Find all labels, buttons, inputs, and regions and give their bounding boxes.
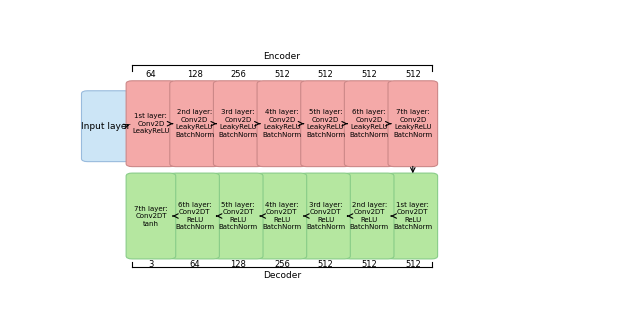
Text: 3rd layer:
Conv2DT
ReLU
BatchNorm: 3rd layer: Conv2DT ReLU BatchNorm [306, 202, 345, 230]
FancyBboxPatch shape [257, 81, 307, 167]
Text: 4th layer:
Conv2DT
ReLU
BatchNorm: 4th layer: Conv2DT ReLU BatchNorm [262, 202, 301, 230]
Text: 512: 512 [362, 70, 377, 79]
Text: 64: 64 [146, 70, 156, 79]
Text: 512: 512 [362, 260, 377, 270]
FancyBboxPatch shape [81, 91, 131, 162]
Text: 2nd layer:
Conv2D
LeakyReLU
BatchNorm: 2nd layer: Conv2D LeakyReLU BatchNorm [175, 110, 214, 138]
Text: 64: 64 [189, 260, 200, 270]
FancyBboxPatch shape [257, 173, 307, 259]
Text: 1st layer:
Conv2DT
ReLU
BatchNorm: 1st layer: Conv2DT ReLU BatchNorm [393, 202, 433, 230]
Text: Encoder: Encoder [264, 52, 300, 61]
FancyBboxPatch shape [126, 81, 176, 167]
FancyBboxPatch shape [170, 173, 220, 259]
Text: Input layer: Input layer [81, 122, 131, 131]
Text: Decoder: Decoder [263, 271, 301, 280]
Text: 1st layer:
Conv2D
LeakyReLU: 1st layer: Conv2D LeakyReLU [132, 113, 170, 134]
FancyBboxPatch shape [170, 81, 220, 167]
FancyBboxPatch shape [301, 173, 350, 259]
Text: 128: 128 [187, 70, 202, 79]
FancyBboxPatch shape [388, 173, 438, 259]
Text: 5th layer:
Conv2D
LeakyReLU
BatchNorm: 5th layer: Conv2D LeakyReLU BatchNorm [306, 110, 345, 138]
FancyBboxPatch shape [213, 81, 263, 167]
Text: 128: 128 [230, 260, 246, 270]
Text: 7th layer:
Conv2DT
tanh: 7th layer: Conv2DT tanh [134, 205, 168, 226]
Text: 6th layer:
Conv2DT
ReLU
BatchNorm: 6th layer: Conv2DT ReLU BatchNorm [175, 202, 214, 230]
FancyBboxPatch shape [344, 173, 394, 259]
Text: 6th layer:
Conv2D
LeakyReLU
BatchNorm: 6th layer: Conv2D LeakyReLU BatchNorm [349, 110, 388, 138]
Text: 512: 512 [405, 70, 420, 79]
FancyBboxPatch shape [388, 81, 438, 167]
Text: 3: 3 [148, 260, 154, 270]
FancyBboxPatch shape [213, 173, 263, 259]
Text: 512: 512 [317, 70, 333, 79]
FancyBboxPatch shape [344, 81, 394, 167]
Text: 5th layer:
Conv2DT
ReLU
BatchNorm: 5th layer: Conv2DT ReLU BatchNorm [219, 202, 258, 230]
Text: 512: 512 [405, 260, 420, 270]
Text: 256: 256 [230, 70, 246, 79]
Text: 7th layer:
Conv2D
LeakyReLU
BatchNorm: 7th layer: Conv2D LeakyReLU BatchNorm [393, 110, 433, 138]
FancyBboxPatch shape [301, 81, 350, 167]
Text: 256: 256 [274, 260, 290, 270]
Text: 512: 512 [317, 260, 333, 270]
Text: 4th layer:
Conv2D
LeakyReLU
BatchNorm: 4th layer: Conv2D LeakyReLU BatchNorm [262, 110, 301, 138]
Text: 2nd layer:
Conv2DT
ReLU
BatchNorm: 2nd layer: Conv2DT ReLU BatchNorm [349, 202, 388, 230]
Text: 3rd layer:
Conv2D
LeakyReLU
BatchNorm: 3rd layer: Conv2D LeakyReLU BatchNorm [219, 110, 258, 138]
FancyBboxPatch shape [126, 173, 176, 259]
Text: 512: 512 [274, 70, 290, 79]
